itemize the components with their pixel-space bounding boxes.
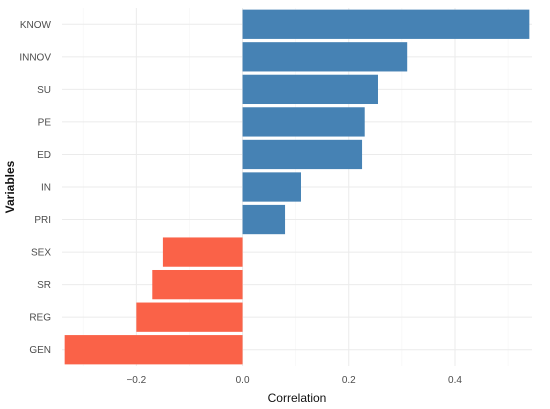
bar-su [242,74,378,105]
y-tick-label: KNOW [20,20,52,31]
bar-layer [64,9,530,365]
bar-reg [136,302,243,332]
y-tick-label: IN [41,183,51,194]
x-tick-label: 0.2 [342,375,356,386]
x-tick-label: −0.2 [126,375,146,386]
x-tick-label: 0.0 [236,375,250,386]
y-tick-label: INNOV [19,52,51,63]
y-tick-label: REG [29,313,51,324]
y-tick-label: PRI [34,215,51,226]
bar-in [242,172,301,202]
bar-know [242,9,530,39]
x-tick-labels: −0.2 0.0 0.2 0.4 [126,375,462,386]
bar-pe [242,107,365,137]
x-tick-label: 0.4 [448,375,462,386]
bar-ed [242,139,363,170]
bar-gen [64,335,243,365]
y-tick-labels: KNOW INNOV SU PE ED IN PRI SEX SR REG GEN [19,20,51,356]
y-tick-label: SU [37,85,51,96]
y-tick-label: SEX [31,248,51,259]
bar-sr [152,269,243,300]
y-axis-title: Variables [3,160,17,213]
y-tick-label: ED [37,150,51,161]
bar-innov [242,42,408,72]
bar-sex [162,237,243,267]
bar-pri [242,204,286,235]
y-tick-label: PE [38,117,52,128]
y-tick-label: SR [37,280,51,291]
x-axis-title: Correlation [268,391,327,405]
y-tick-label: GEN [29,345,51,356]
